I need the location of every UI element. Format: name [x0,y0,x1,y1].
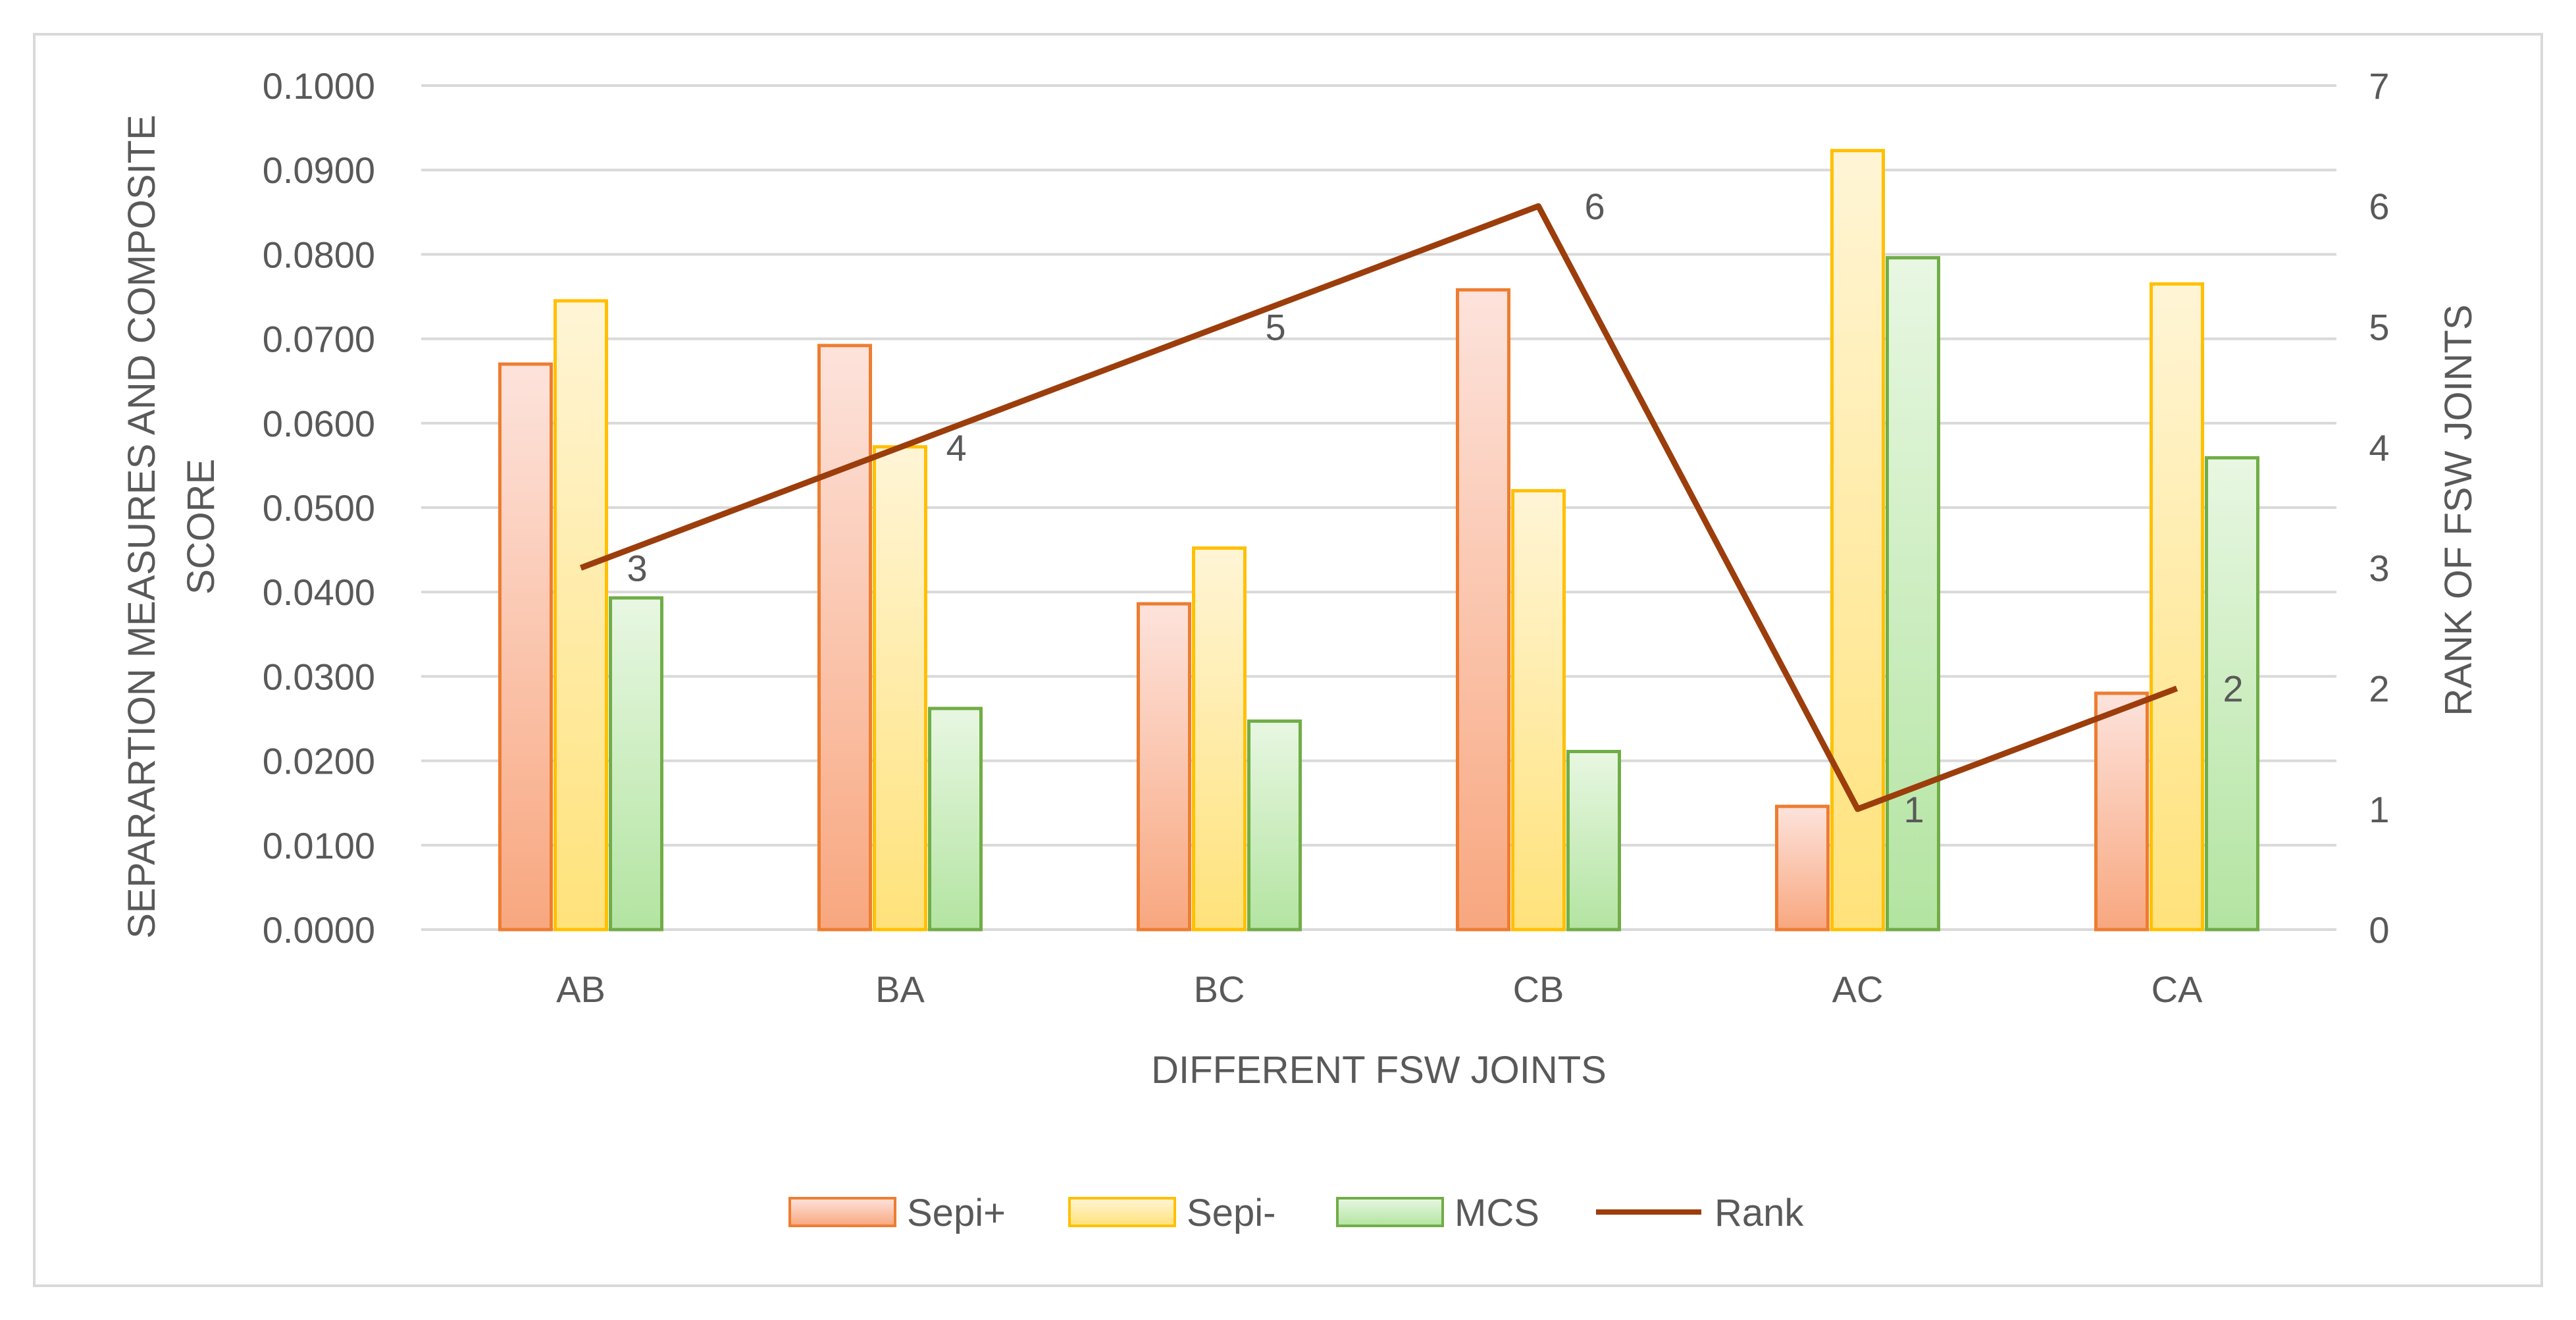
legend-label-rank: Rank [1714,1192,1804,1234]
bar-sepi-minus [554,299,608,932]
legend-label-sepi-minus: Sepi- [1187,1192,1275,1234]
bars [498,149,2259,932]
rank-data-label: 6 [1585,186,1605,227]
y-tick-label: 0.0700 [263,319,375,360]
x-tick-label: AC [1832,968,1884,1010]
x-tick-label: AB [556,968,605,1010]
bar-sepi-minus [873,445,927,932]
y-axis-title-line1: SEPARARTION MEASURES AND COMPOSITE [120,115,163,939]
y2-axis-title: RANK OF FSW JOINTS [2437,304,2480,716]
bar-sepi-plus [1456,288,1510,932]
y-tick-label: 0.0300 [263,656,375,697]
y2-tick-label: 4 [2369,427,2389,468]
y2-tick-label: 2 [2369,668,2389,710]
rank-data-label: 3 [627,548,648,589]
bar-sepi-plus [817,344,872,932]
rank-line-path [579,203,2178,812]
legend-swatch-mcs [1336,1197,1444,1227]
y2-tick-label: 7 [2369,65,2389,107]
rank-data-label: 5 [1266,306,1286,348]
bar-mcs [2205,456,2259,932]
rank-data-label: 1 [1904,789,1924,830]
bar-sepi-plus [498,362,553,932]
bar-sepi-minus [1192,546,1247,932]
bar-mcs [928,706,983,932]
legend-swatch-sepi-minus [1068,1197,1176,1227]
x-tick-label: BC [1194,968,1245,1010]
legend-label-mcs: MCS [1455,1192,1539,1234]
x-axis-title: DIFFERENT FSW JOINTS [1151,1049,1607,1092]
bar-sepi-minus [1511,488,1566,932]
bar-sepi-minus [2150,282,2204,932]
y2-tick-label: 1 [2369,789,2389,830]
y-tick-label: 0.1000 [263,65,375,107]
legend-label-sepi-plus: Sepi+ [907,1192,1006,1234]
rank-data-label: 4 [946,427,967,468]
bar-mcs [1566,749,1621,932]
y-tick-label: 0.0100 [263,825,375,866]
bar-mcs [609,596,663,932]
bar-mcs [1886,256,1940,932]
bar-sepi-plus [1775,805,1830,932]
bar-sepi-plus [1137,602,1191,932]
rank-line: 3 4 5 6 1 2 [579,186,2244,830]
gridlines [421,84,2336,931]
legend-swatch-sepi-plus [788,1197,896,1227]
y-tick-label: 0.0400 [263,571,375,613]
y-tick-label: 0.0900 [263,149,375,191]
bar-sepi-minus [1830,149,1885,932]
x-tick-label: BA [875,968,925,1010]
chart-frame [33,33,2543,1287]
x-tick-label: CA [2151,968,2203,1010]
y-tick-label: 0.0200 [263,741,375,782]
y-tick-label: 0.0500 [263,487,375,529]
y2-tick-label: 5 [2369,306,2389,348]
axis-labels: 0.0000 0.0100 0.0200 0.0300 0.0400 0.0500 0.06… [263,65,2390,1010]
y2-tick-label: 3 [2369,548,2389,589]
bar-mcs [1247,719,1302,932]
rank-data-label: 2 [2223,668,2244,710]
x-tick-label: CB [1513,968,1564,1010]
bar-sepi-plus [2094,691,2149,932]
y-axis-title-line2: SCORE [180,459,222,594]
y-tick-label: 0.0600 [263,403,375,444]
legend: Sepi+ Sepi- MCS Rank [788,1192,1804,1234]
y-tick-label: 0.0800 [263,234,375,275]
y2-tick-label: 6 [2369,186,2389,227]
y-tick-label: 0.0000 [263,909,375,951]
y2-tick-label: 0 [2369,909,2389,951]
